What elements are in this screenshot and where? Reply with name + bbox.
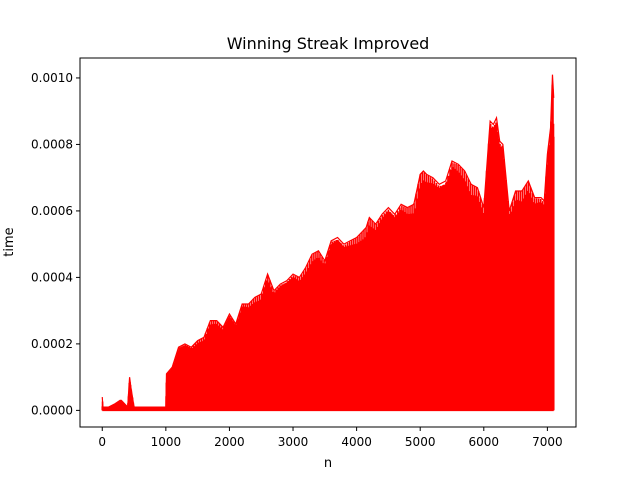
- series-peak-line: [101, 74, 555, 409]
- y-axis: 0.0000 0.0002 0.0004 0.0006 0.0008 0.0010: [31, 71, 80, 417]
- y-axis-label: time: [2, 227, 17, 256]
- x-tick-label: 3000: [278, 435, 309, 449]
- x-tick-label: 0: [98, 435, 106, 449]
- x-tick-label: 1000: [151, 435, 182, 449]
- x-tick-label: 6000: [469, 435, 500, 449]
- y-tick-label: 0.0008: [31, 137, 73, 151]
- x-tick-label: 4000: [341, 435, 372, 449]
- x-axis: 0 1000 2000 3000 4000 5000 6000 7000: [98, 427, 563, 449]
- x-tick-label: 5000: [405, 435, 436, 449]
- series-trace: [101, 84, 555, 411]
- chart-title: Winning Streak Improved: [227, 34, 430, 53]
- y-tick-label: 0.0002: [31, 337, 73, 351]
- x-tick-label: 2000: [214, 435, 245, 449]
- x-axis-label: n: [324, 456, 332, 471]
- y-tick-label: 0.0000: [31, 403, 73, 417]
- axes-frame: [79, 57, 577, 428]
- y-tick-label: 0.0010: [31, 71, 73, 85]
- y-tick-label: 0.0004: [31, 270, 73, 284]
- x-tick-label: 7000: [532, 435, 563, 449]
- plot-area: [101, 74, 555, 412]
- y-tick-label: 0.0006: [31, 204, 73, 218]
